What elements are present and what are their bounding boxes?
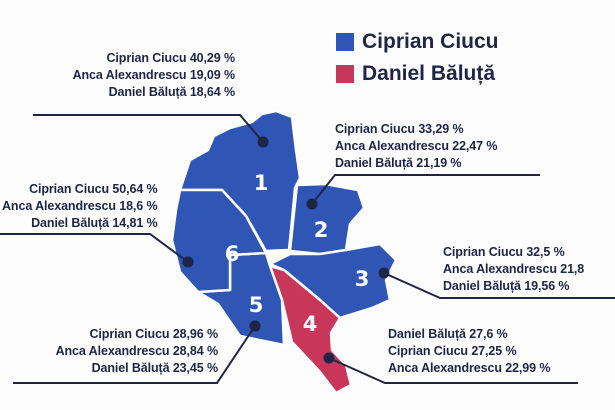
legend-item-ciucu: Ciprian Ciucu	[336, 30, 499, 54]
sector-6-region	[170, 188, 268, 294]
sector-3-leader-line	[383, 272, 615, 299]
result-line: Daniel Băluță 14,81 %	[31, 216, 158, 230]
result-line: Anca Alexandrescu 22,47 %	[335, 139, 498, 153]
sector-5-marker-dot	[249, 320, 261, 332]
sector-3-marker-dot	[378, 267, 390, 279]
result-line: Anca Alexandrescu 19,09 %	[72, 68, 236, 82]
result-line: Ciprian Ciucu 27,25 %	[388, 344, 517, 358]
result-line: Daniel Băluță 21,19 %	[335, 156, 462, 170]
legend-label: Ciprian Ciucu	[362, 30, 499, 53]
sector-3-number: 3	[355, 267, 370, 291]
sector-6-number: 6	[225, 242, 240, 266]
result-line: Daniel Băluță 23,45 %	[91, 361, 219, 375]
result-line: Ciprian Ciucu 50,64 %	[29, 182, 158, 196]
result-line: Ciprian Ciucu 28,96 %	[89, 327, 219, 341]
legend-swatch-red	[336, 65, 354, 83]
sector-1-number: 1	[254, 171, 269, 195]
sector-4-marker-dot	[323, 352, 335, 364]
sector-4-results: Daniel Băluță 27,6 % Ciprian Ciucu 27,25…	[388, 326, 551, 377]
sector-3-results: Ciprian Ciucu 32,5 % Anca Alexandrescu 2…	[443, 244, 584, 295]
result-line: Daniel Băluță 18,64 %	[108, 85, 236, 99]
sector-1-marker-dot	[257, 136, 269, 148]
result-line: Anca Alexandrescu 18,6 %	[2, 199, 158, 213]
sector-6-leader-line	[0, 233, 189, 263]
sector-4-leader-line	[328, 357, 578, 384]
result-line: Anca Alexandrescu 22,99 %	[388, 361, 551, 375]
sector-5-leader-line	[13, 325, 256, 384]
result-line: Daniel Băluță 19,56 %	[443, 279, 570, 293]
sector-5-number: 5	[249, 293, 264, 317]
sector-6-results: Ciprian Ciucu 50,64 % Anca Alexandrescu …	[2, 181, 158, 232]
result-line: Anca Alexandrescu 28,84 %	[55, 344, 219, 358]
sector-2-leader-line	[311, 174, 540, 205]
sector-2-results: Ciprian Ciucu 33,29 % Anca Alexandrescu …	[335, 121, 498, 172]
result-line: Ciprian Ciucu 40,29 %	[106, 51, 236, 65]
legend-item-baluta: Daniel Băluță	[336, 62, 495, 86]
sector-4-number: 4	[303, 312, 318, 336]
sector-2-marker-dot	[306, 198, 318, 210]
result-line: Daniel Băluță 27,6 %	[388, 327, 508, 341]
result-line: Ciprian Ciucu 32,5 %	[443, 245, 565, 259]
sector-2-number: 2	[314, 218, 329, 242]
sector-1-results: Ciprian Ciucu 40,29 % Anca Alexandrescu …	[72, 50, 236, 101]
legend-swatch-blue	[336, 33, 354, 51]
legend-label: Daniel Băluță	[362, 62, 496, 85]
sector-1-leader-line	[33, 114, 264, 143]
result-line: Ciprian Ciucu 33,29 %	[335, 122, 464, 136]
sector-5-results: Ciprian Ciucu 28,96 % Anca Alexandrescu …	[55, 326, 219, 377]
result-line: Anca Alexandrescu 21,8	[443, 262, 585, 276]
sector-6-marker-dot	[182, 256, 194, 268]
